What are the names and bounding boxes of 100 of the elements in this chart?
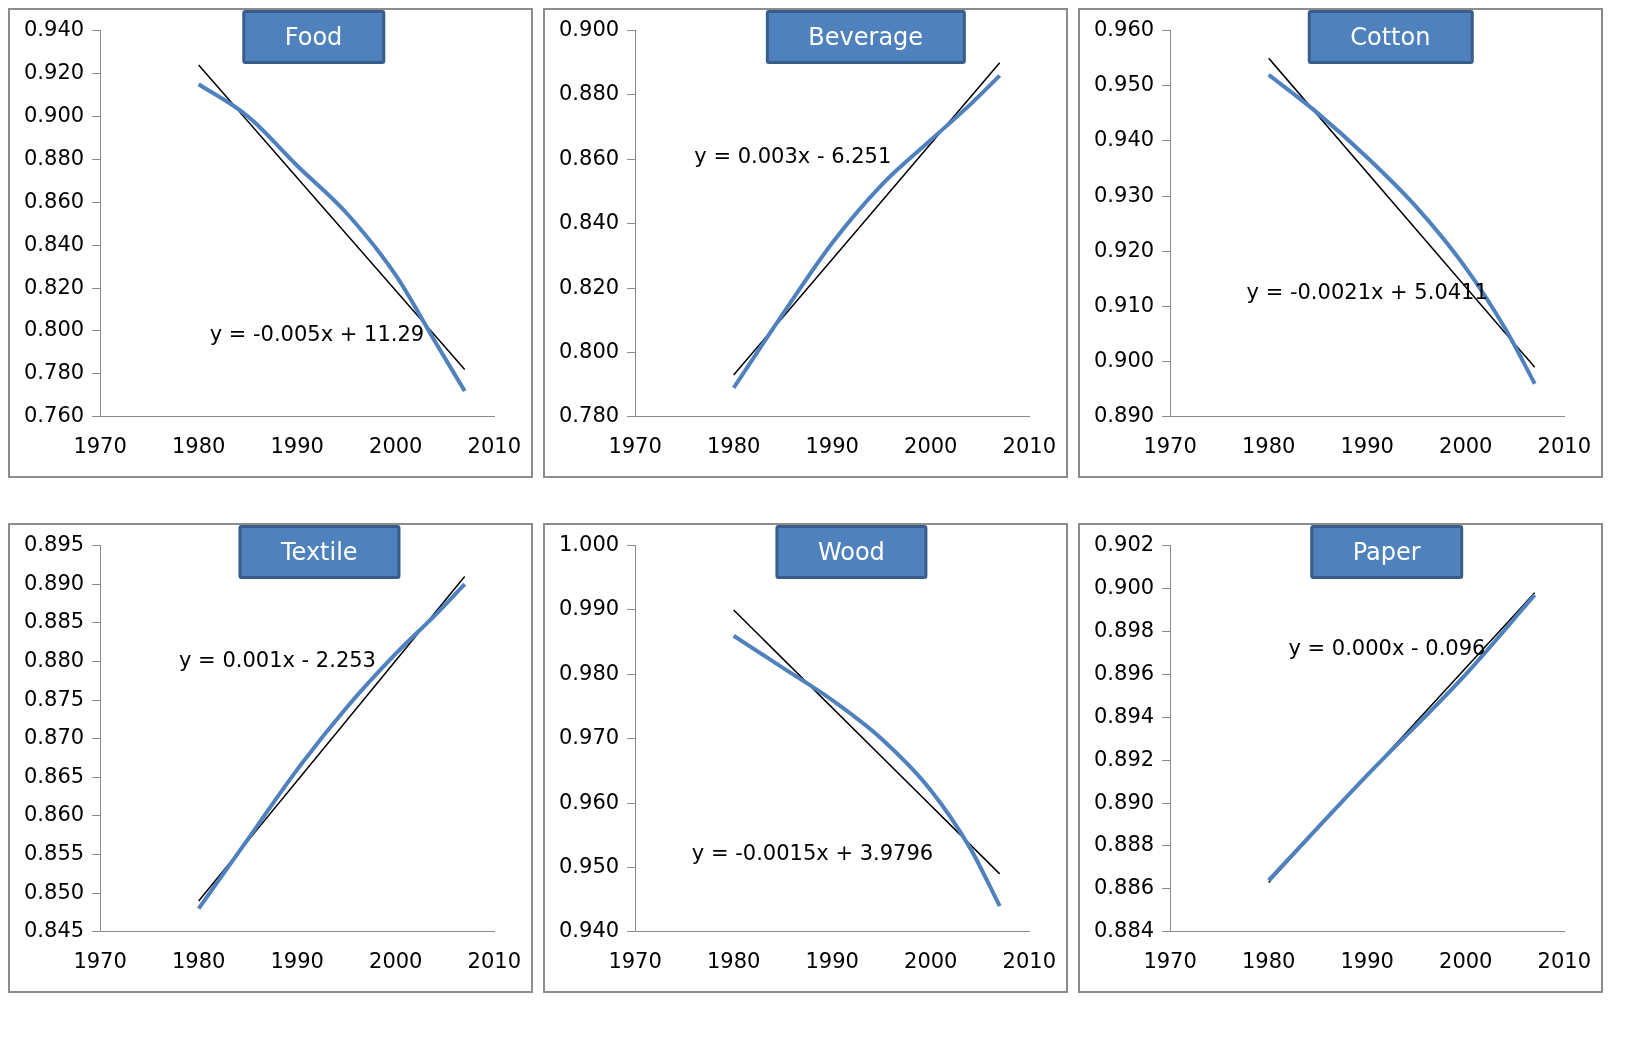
y-tick-label: 0.900 <box>558 17 620 42</box>
title-box: Paper <box>1309 525 1464 579</box>
annotation: y = -0.005x + 11.29 <box>209 322 425 347</box>
line-series <box>731 633 1002 909</box>
y-tick-label: 0.800 <box>558 338 620 363</box>
x-tick-label: 1980 <box>706 948 761 973</box>
title-box: Food <box>241 10 386 64</box>
x-tick-label: 1980 <box>1241 948 1296 973</box>
y-tick-label: 0.860 <box>23 802 85 827</box>
x-tick-label: 1980 <box>706 433 761 458</box>
y-tick-label: 0.760 <box>23 403 85 428</box>
x-tick-label: 2000 <box>1439 433 1493 458</box>
y-tick-label: 0.870 <box>23 725 85 750</box>
x-tick-label: 2000 <box>369 433 423 458</box>
y-tick-label: 0.950 <box>1093 72 1155 97</box>
title-box: Textile <box>237 525 401 579</box>
x-tick-label: 2000 <box>369 948 423 973</box>
y-tick-label: 0.885 <box>23 609 85 634</box>
y-tick-label: 0.855 <box>23 841 85 866</box>
y-tick-label: 0.780 <box>558 403 620 428</box>
x-tick-label: 2010 <box>1002 948 1056 973</box>
x-tick-label: 2010 <box>1002 433 1056 458</box>
chart-title: Food <box>284 23 343 51</box>
chart-title: Textile <box>280 538 358 566</box>
y-tick-label: 0.860 <box>558 145 620 170</box>
y-tick-label: 0.920 <box>1093 237 1155 262</box>
x-tick-label: 1970 <box>1143 433 1197 458</box>
x-tick-label: 1990 <box>270 948 324 973</box>
y-tick-label: 0.940 <box>23 17 85 42</box>
y-tick-label: 0.910 <box>1093 292 1155 317</box>
y-tick-label: 0.888 <box>1093 832 1155 857</box>
x-tick-label: 2000 <box>904 433 958 458</box>
x-tick-label: 2010 <box>1537 948 1591 973</box>
y-tick-label: 0.865 <box>23 763 85 788</box>
y-tick-label: 0.930 <box>1093 182 1155 207</box>
title-box: Cotton <box>1307 10 1474 64</box>
y-tick-label: 0.894 <box>1093 703 1155 728</box>
y-tick-label: 0.950 <box>558 853 620 878</box>
chart-title: Paper <box>1352 538 1421 566</box>
title-box: Wood <box>774 525 928 579</box>
y-tick-label: 0.900 <box>23 102 85 127</box>
y-tick-label: 0.860 <box>23 188 85 213</box>
y-tick-label: 0.940 <box>1093 127 1155 152</box>
annotation: y = 0.003x - 6.251 <box>694 144 892 169</box>
annotation: y = 0.001x - 2.253 <box>179 647 376 672</box>
y-tick-label: 0.850 <box>23 879 85 904</box>
x-tick-label: 1990 <box>805 433 859 458</box>
x-tick-label: 1970 <box>73 948 127 973</box>
x-tick-label: 1980 <box>1241 433 1296 458</box>
y-tick-label: 0.875 <box>23 686 85 711</box>
x-tick-label: 1970 <box>608 948 662 973</box>
y-tick-label: 0.892 <box>1093 746 1155 771</box>
y-tick-label: 0.780 <box>23 360 85 385</box>
x-tick-label: 1980 <box>171 948 226 973</box>
y-tick-label: 0.980 <box>558 660 620 685</box>
y-tick-label: 0.895 <box>23 532 85 557</box>
y-tick-label: 0.884 <box>1093 918 1155 943</box>
chart-title: Cotton <box>1350 23 1431 51</box>
y-tick-label: 0.880 <box>23 647 85 672</box>
y-tick-label: 0.890 <box>23 570 85 595</box>
y-tick-label: 0.880 <box>23 145 85 170</box>
x-tick-label: 2000 <box>904 948 958 973</box>
x-tick-label: 1970 <box>608 433 662 458</box>
y-tick-label: 0.840 <box>558 210 620 235</box>
x-tick-label: 2010 <box>467 433 521 458</box>
y-tick-label: 0.920 <box>23 59 85 84</box>
y-tick-label: 0.940 <box>558 918 620 943</box>
y-tick-label: 0.902 <box>1093 532 1155 557</box>
y-tick-label: 0.900 <box>1093 574 1155 599</box>
x-tick-label: 1980 <box>171 433 226 458</box>
annotation: y = 0.000x - 0.096 <box>1288 636 1486 661</box>
y-tick-label: 0.896 <box>1093 660 1155 685</box>
y-tick-label: 0.900 <box>1093 348 1155 373</box>
chart-title: Wood <box>817 538 885 566</box>
x-tick-label: 1970 <box>1143 948 1197 973</box>
y-tick-label: 0.820 <box>23 274 85 299</box>
x-tick-label: 2010 <box>1537 433 1591 458</box>
y-tick-label: 0.800 <box>23 317 85 342</box>
x-tick-label: 1970 <box>73 433 127 458</box>
y-tick-label: 0.960 <box>1093 17 1155 42</box>
y-tick-label: 0.960 <box>558 789 620 814</box>
y-tick-label: 0.990 <box>558 596 620 621</box>
y-tick-label: 0.886 <box>1093 875 1155 900</box>
x-tick-label: 1990 <box>1340 948 1394 973</box>
title-box: Beverage <box>765 10 967 64</box>
y-tick-label: 0.890 <box>1093 403 1155 428</box>
chart-title: Beverage <box>808 23 924 51</box>
y-tick-label: 0.880 <box>558 81 620 106</box>
annotation: y = -0.0015x + 3.9796 <box>691 841 934 866</box>
x-tick-label: 1990 <box>805 948 859 973</box>
y-tick-label: 1.000 <box>558 532 620 557</box>
y-tick-label: 0.890 <box>1093 789 1155 814</box>
x-tick-label: 1990 <box>1340 433 1394 458</box>
y-tick-label: 0.845 <box>23 918 85 943</box>
x-tick-label: 2000 <box>1439 948 1493 973</box>
y-tick-label: 0.970 <box>558 725 620 750</box>
x-tick-label: 1990 <box>270 433 324 458</box>
y-tick-label: 0.820 <box>558 274 620 299</box>
y-tick-label: 0.898 <box>1093 617 1155 642</box>
y-tick-label: 0.840 <box>23 231 85 256</box>
